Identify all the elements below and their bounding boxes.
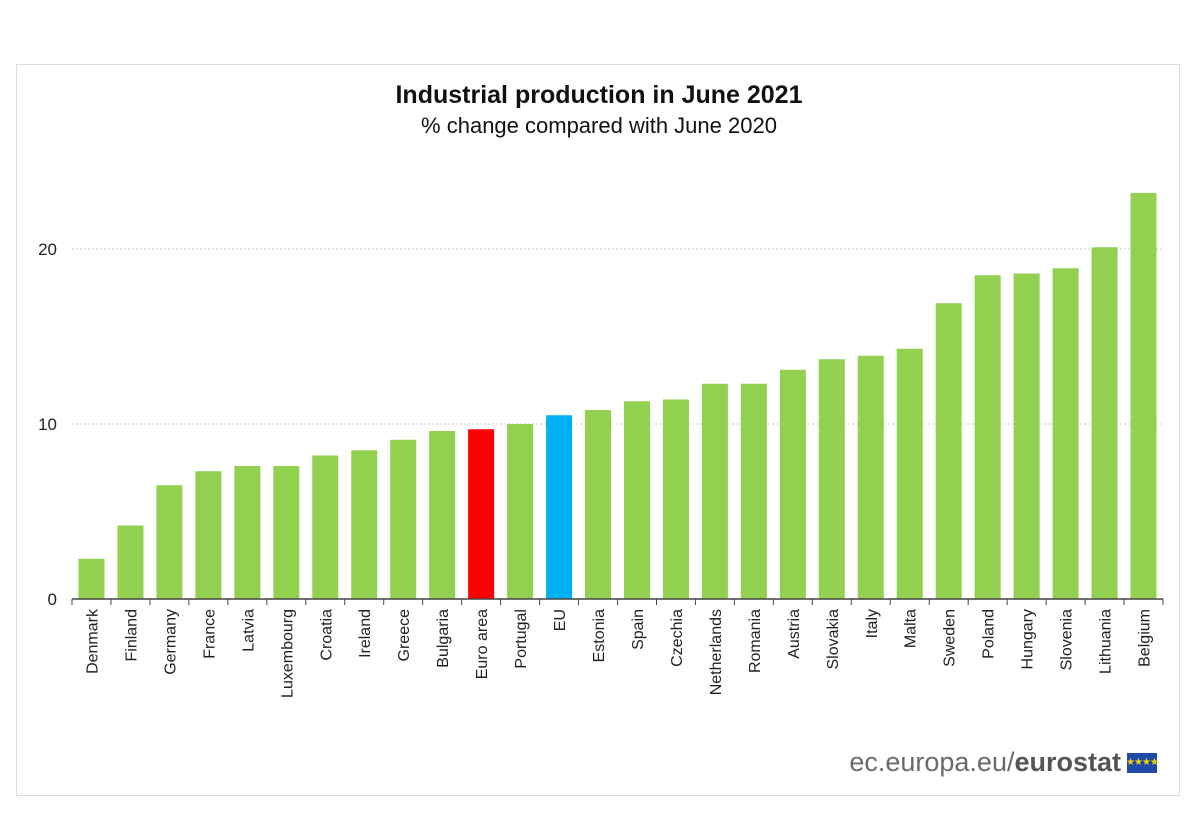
bar (156, 485, 183, 599)
bar (78, 558, 105, 599)
bar (740, 383, 767, 599)
x-tick-label: Greece (396, 609, 413, 662)
x-tick-label: Germany (162, 609, 179, 675)
bar (701, 383, 728, 599)
bar (818, 359, 845, 599)
brand-site: ec.europa.eu/ (849, 747, 1015, 777)
x-tick-label: Estonia (591, 609, 608, 662)
y-tick-label: 0 (48, 590, 57, 609)
bar (117, 525, 144, 599)
x-tick-label: Czechia (669, 609, 686, 667)
eu-flag-icon: ★★★★ (1126, 752, 1159, 773)
x-tick-label: Latvia (240, 609, 257, 652)
bar (857, 355, 884, 599)
bar (662, 399, 689, 599)
x-tick-label: Ireland (357, 609, 374, 658)
x-tick-label: France (201, 609, 218, 659)
flag-stars: ★★★★ (1126, 756, 1159, 768)
y-tick-label: 10 (38, 415, 57, 434)
bar (896, 348, 923, 599)
bar (779, 369, 806, 599)
bar (623, 401, 650, 599)
x-tick-label: Luxembourg (279, 609, 296, 698)
x-tick-label: Hungary (1020, 609, 1037, 669)
bar (546, 415, 573, 599)
bar (312, 455, 339, 599)
bar (1052, 268, 1079, 599)
x-tick-label: Lithuania (1098, 609, 1115, 674)
x-tick-label: EU (552, 609, 569, 631)
bar (935, 303, 962, 599)
x-tick-label: Portugal (513, 609, 530, 669)
brand-name: eurostat (1014, 747, 1121, 777)
bar (1091, 247, 1118, 599)
bar (234, 466, 261, 599)
bar (1013, 273, 1040, 599)
x-tick-label: Euro area (474, 609, 491, 679)
x-tick-label: Austria (786, 609, 803, 659)
x-tick-label: Finland (123, 609, 140, 661)
chart-subtitle: % change compared with June 2020 (421, 113, 777, 138)
bar (429, 431, 456, 599)
x-tick-label: Sweden (942, 609, 959, 667)
x-tick-label: Denmark (84, 608, 101, 674)
x-tick-label: Romania (747, 609, 764, 673)
y-tick-label: 20 (38, 240, 57, 259)
x-tick-label: Poland (981, 609, 998, 659)
bar (468, 429, 495, 599)
bar (585, 410, 612, 599)
bar (273, 466, 300, 599)
x-tick-label: Croatia (318, 609, 335, 661)
bar (507, 424, 534, 599)
x-tick-label: Slovakia (825, 609, 842, 670)
x-tick-label: Malta (903, 609, 920, 648)
x-tick-label: Spain (630, 609, 647, 650)
chart-frame: Industrial production in June 2021 % cha… (16, 64, 1180, 796)
bar (195, 471, 222, 599)
x-tick-label: Italy (864, 609, 881, 638)
eurostat-brand: ec.europa.eu/eurostat ★★★★ (849, 747, 1159, 778)
x-tick-label: Netherlands (708, 609, 725, 695)
bar (351, 450, 378, 599)
bar (974, 275, 1001, 599)
bar-chart: 0 10 20 Denmark Finland Germany France Latvia Lu… (38, 193, 1164, 698)
x-tick-label: Belgium (1137, 609, 1154, 667)
x-tick-label: Slovenia (1059, 609, 1076, 670)
chart-title: Industrial production in June 2021 (395, 81, 803, 109)
bar (1130, 193, 1157, 599)
x-tick-label: Bulgaria (435, 609, 452, 668)
bar (390, 439, 417, 599)
